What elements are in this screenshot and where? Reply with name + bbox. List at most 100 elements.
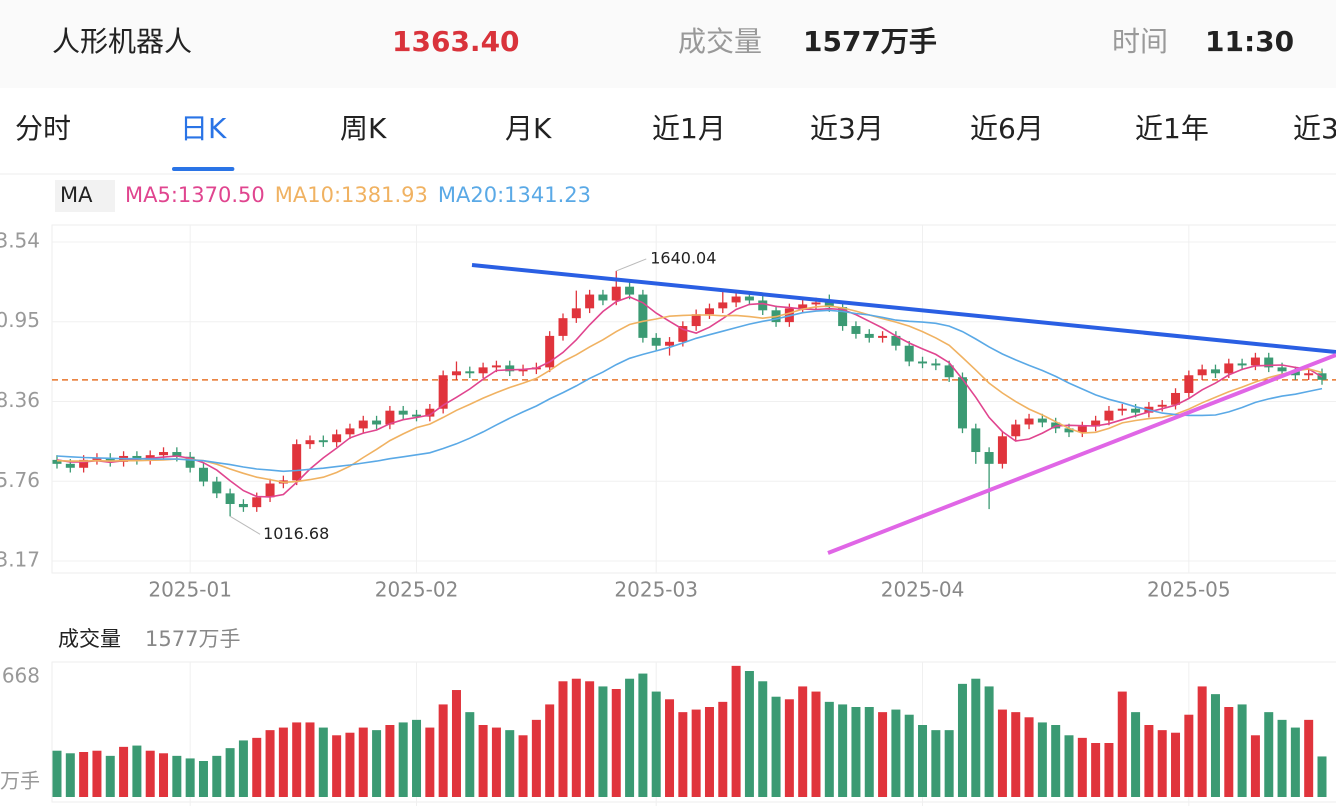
volume-bar	[159, 753, 169, 797]
volume-bar	[997, 709, 1007, 797]
ma-line	[56, 305, 1323, 484]
volume-bar	[1131, 712, 1141, 797]
candle-body	[1197, 369, 1207, 376]
candle-body	[904, 345, 914, 362]
indicator-box[interactable]	[55, 180, 115, 212]
candle-body	[691, 314, 701, 327]
tab[interactable]: 近1月	[652, 112, 726, 145]
volume-bar	[52, 750, 62, 797]
volume-label: 成交量	[678, 25, 762, 58]
volume-bar	[412, 719, 422, 797]
volume-bar	[1250, 735, 1260, 797]
volume-bar	[225, 748, 235, 797]
volume-bar	[198, 761, 208, 797]
candle-body	[505, 365, 515, 372]
volume-bar	[625, 678, 635, 797]
candle-body	[1210, 369, 1220, 374]
candle-body	[212, 481, 222, 494]
volume-bar	[838, 704, 848, 797]
candle-body	[545, 335, 555, 368]
candle-body	[398, 410, 408, 415]
tab[interactable]: 分时	[15, 112, 71, 145]
candle-body	[491, 365, 501, 368]
ma-line	[56, 309, 1323, 473]
tab[interactable]: 近1年	[1135, 112, 1209, 145]
candle-body	[1304, 373, 1314, 376]
candle-body	[1264, 357, 1274, 368]
tab[interactable]: 近3月	[810, 112, 884, 145]
volume-bar	[1224, 707, 1234, 797]
candle-body	[851, 326, 861, 334]
candle-body	[1184, 375, 1194, 393]
volume-bar	[132, 745, 142, 797]
volume-bar	[891, 709, 901, 797]
candle-body	[318, 440, 328, 443]
volume-bar	[1157, 730, 1167, 797]
candle-body	[918, 361, 928, 364]
candle-body	[665, 341, 675, 346]
candle-body	[518, 369, 528, 372]
volume-bar	[372, 730, 382, 797]
tab[interactable]: 月K	[505, 112, 552, 145]
candle-body	[811, 302, 821, 305]
volume-bar	[957, 683, 967, 797]
ma-line	[56, 296, 1323, 498]
volume-bar	[212, 755, 222, 797]
candle-body	[305, 440, 315, 445]
candle-body	[651, 337, 661, 346]
candle-body	[571, 308, 581, 319]
tab[interactable]: 周K	[340, 112, 387, 145]
volume-bar	[1064, 735, 1074, 797]
candle-body	[172, 452, 182, 457]
volume-bar	[811, 691, 821, 797]
candle-body	[412, 414, 422, 417]
x-tick-label: 2025-02	[375, 578, 459, 602]
volume-plot: 万手 668	[0, 662, 1327, 806]
candle-body	[451, 371, 461, 376]
volume-bar	[105, 755, 115, 797]
volume-tick-label: 万手	[0, 769, 40, 793]
candle-body	[704, 308, 714, 315]
candle-body	[625, 286, 635, 295]
candle-body	[1064, 428, 1074, 433]
candle-body	[864, 333, 874, 338]
candle-body	[891, 335, 901, 346]
volume-bar	[438, 704, 448, 797]
min-label: 1016.68	[263, 524, 329, 543]
legend-entry: MA5:1370.50	[125, 183, 265, 207]
candle-body	[159, 452, 169, 456]
volume-bar	[984, 686, 994, 797]
candle-body	[198, 467, 208, 482]
volume-bar	[1237, 704, 1247, 797]
volume-bar	[398, 722, 408, 797]
volume-bar	[1011, 712, 1021, 797]
tab[interactable]: 近6月	[970, 112, 1044, 145]
max-label: 1640.04	[650, 248, 716, 267]
candle-body	[65, 463, 75, 468]
tab[interactable]: 日K	[180, 112, 227, 145]
candle-body	[744, 296, 754, 301]
tab-underline	[172, 167, 235, 171]
volume-bar	[238, 740, 248, 797]
x-tick-label: 2025-01	[148, 578, 232, 602]
indicator-name: MA	[60, 183, 93, 207]
candle-body	[92, 457, 102, 460]
tab[interactable]: 近3	[1293, 112, 1336, 145]
min-pointer	[229, 515, 261, 535]
volume-bar	[1171, 732, 1181, 797]
volume-bar	[1037, 722, 1047, 797]
volume-bar	[931, 730, 941, 797]
volume-bar	[704, 707, 714, 797]
volume-bar	[638, 673, 648, 797]
volume-title: 成交量	[58, 627, 121, 651]
trend-line-upper	[471, 263, 1336, 354]
candle-body	[1091, 420, 1101, 427]
x-tick-label: 2025-03	[614, 578, 698, 602]
tab-bar: 分时 日K 周K 月K 近1月 近3月 近6月 近1年 近3	[15, 112, 1336, 171]
candle-body	[478, 367, 488, 374]
candle-body	[465, 371, 475, 374]
candle-body	[1131, 408, 1141, 413]
volume-bar	[1197, 686, 1207, 797]
